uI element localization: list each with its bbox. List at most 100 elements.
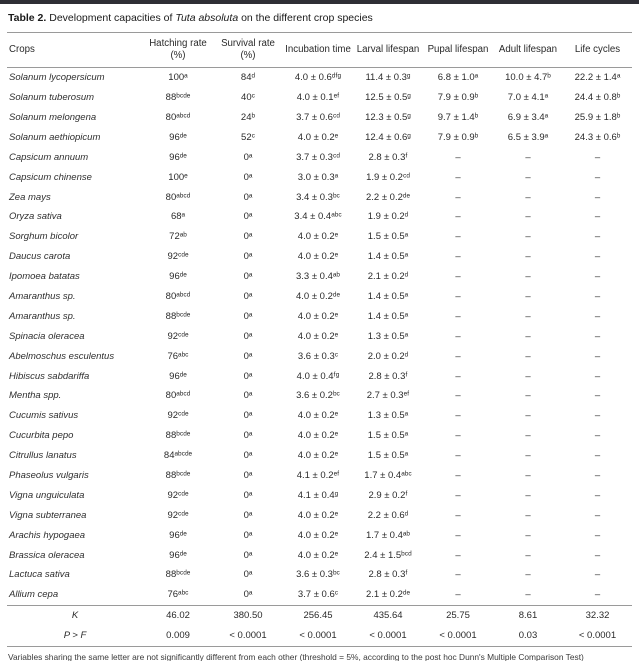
- data-cell: 84ᵃᵇᶜᵈᵉ: [163, 450, 193, 462]
- stat-value-cell: 25.75: [423, 605, 493, 627]
- data-cell: 40ᶜ: [241, 92, 255, 104]
- data-cell: 1.5 ± 0.5ᵃ: [367, 430, 409, 442]
- stat-value-cell: 435.64: [353, 605, 423, 627]
- stat-value-cell: < 0.0001: [423, 626, 493, 648]
- data-cell: –: [525, 450, 531, 462]
- table-stats: K 46.02 380.50 256.45 435.64 25.75 8.61 32.32 P …: [7, 605, 632, 648]
- data-cell: 4.0 ± 0.1ᵉᶠ: [296, 92, 340, 104]
- data-cell: 80ᵃᵇᶜᵈ: [165, 390, 191, 402]
- data-cell: –: [455, 211, 461, 223]
- table-row: Phaseolus vulgaris 88ᵇᶜᵈᵉ 0ᵃ 4.1 ± 0.2ᵉᶠ 1.7…: [7, 466, 632, 486]
- table-row: Solanum melongena 80ᵃᵇᶜᵈ 24ᵇ 3.7 ± 0.6ᶜᵈ 12.…: [7, 108, 632, 128]
- data-cell: 100ᵃ: [168, 72, 188, 84]
- data-cell: 0ᵃ: [243, 191, 253, 203]
- data-cell: 92ᶜᵈᵉ: [167, 251, 189, 263]
- caption-text-before: Development capacities of: [46, 12, 176, 24]
- crop-name-cell: Abelmoschus esculentus: [9, 350, 115, 362]
- data-cell: –: [455, 549, 461, 561]
- data-cell: 1.7 ± 0.4ᵃᵇ: [365, 529, 411, 541]
- data-cell: 0ᵃ: [243, 231, 253, 243]
- table-row: Solanum lycopersicum 100ᵃ 84ᵈ 4.0 ± 0.6ᵈᶠᵍ 1…: [7, 68, 632, 88]
- crop-name-cell: Zea mays: [9, 191, 51, 203]
- data-cell: 3.7 ± 0.3ᶜᵈ: [296, 151, 340, 163]
- data-cell: 80ᵃᵇᶜᵈ: [165, 191, 191, 203]
- table-row: Allium cepa 76ᵃᵇᶜ 0ᵃ 3.7 ± 0.6ᶜ 2.1 ± 0.2ᵈᵉ –…: [7, 585, 632, 605]
- data-cell: 0ᵃ: [243, 589, 253, 601]
- data-cell: 1.3 ± 0.5ᵃ: [367, 330, 409, 342]
- stat-value-cell: < 0.0001: [563, 626, 632, 648]
- data-cell: 4.0 ± 0.2ᵉ: [297, 549, 339, 561]
- data-cell: 88ᵇᶜᵈᵉ: [165, 569, 191, 581]
- crop-name-cell: Brassica oleracea: [9, 549, 85, 561]
- data-cell: 4.0 ± 0.2ᵉ: [297, 310, 339, 322]
- stats-row: K 46.02 380.50 256.45 435.64 25.75 8.61 32.32: [7, 605, 632, 627]
- data-cell: 4.0 ± 0.2ᵉ: [297, 231, 339, 243]
- data-cell: 96ᵈᵉ: [169, 529, 187, 541]
- data-cell: 3.6 ± 0.3ᵇᶜ: [296, 569, 340, 581]
- data-cell: 68ᵃ: [170, 211, 186, 223]
- data-cell: 12.5 ± 0.5ᵍ: [365, 92, 411, 104]
- data-cell: 0ᵃ: [243, 450, 253, 462]
- data-cell: 76ᵃᵇᶜ: [167, 589, 189, 601]
- data-cell: 3.3 ± 0.4ᵃᵇ: [295, 271, 341, 283]
- table-row: Hibiscus sabdariffa 96ᵈᵉ 0ᵃ 4.0 ± 0.4ᶠᵍ 2.8 …: [7, 366, 632, 386]
- data-cell: –: [525, 171, 531, 183]
- table-row: Lactuca sativa 88ᵇᶜᵈᵉ 0ᵃ 3.6 ± 0.3ᵇᶜ 2.8 ± 0…: [7, 565, 632, 585]
- data-cell: 4.0 ± 0.4ᶠᵍ: [296, 370, 340, 382]
- data-cell: –: [455, 589, 461, 601]
- stat-value-cell: < 0.0001: [213, 626, 283, 648]
- data-cell: 3.4 ± 0.3ᵇᶜ: [296, 191, 340, 203]
- data-cell: –: [455, 410, 461, 422]
- data-cell: –: [594, 191, 601, 203]
- data-cell: 2.0 ± 0.2ᵈ: [367, 350, 409, 362]
- data-cell: –: [455, 569, 461, 581]
- data-cell: –: [594, 390, 601, 402]
- data-cell: –: [455, 390, 461, 402]
- data-cell: 2.7 ± 0.3ᵉᶠ: [366, 390, 410, 402]
- data-cell: –: [525, 549, 531, 561]
- data-cell: –: [594, 370, 601, 382]
- data-cell: –: [525, 489, 531, 501]
- column-header: Pupal lifespan: [423, 32, 493, 68]
- crop-name-cell: Lactuca sativa: [9, 569, 70, 581]
- data-cell: –: [525, 589, 531, 601]
- data-cell: 0ᵃ: [243, 151, 253, 163]
- table-footnote: Variables sharing the same letter are no…: [8, 652, 584, 661]
- data-cell: 0ᵃ: [243, 330, 253, 342]
- data-cell: –: [594, 589, 601, 601]
- data-cell: 92ᶜᵈᵉ: [167, 330, 189, 342]
- data-cell: 0ᵃ: [243, 549, 253, 561]
- data-cell: –: [455, 171, 461, 183]
- table-row: Sorghum bicolor 72ᵃᵇ 0ᵃ 4.0 ± 0.2ᵉ 1.5 ± 0.5…: [7, 227, 632, 247]
- data-cell: –: [594, 251, 601, 263]
- table-row: Amaranthus sp. 88ᵇᶜᵈᵉ 0ᵃ 4.0 ± 0.2ᵉ 1.4 ± 0.…: [7, 307, 632, 327]
- table-row: Mentha spp. 80ᵃᵇᶜᵈ 0ᵃ 3.6 ± 0.2ᵇᶜ 2.7 ± 0.3ᵉ…: [7, 386, 632, 406]
- data-cell: 88ᵇᶜᵈᵉ: [165, 430, 191, 442]
- data-cell: 0ᵃ: [243, 470, 253, 481]
- data-cell: –: [594, 569, 601, 581]
- stat-value-cell: < 0.0001: [283, 626, 353, 648]
- data-cell: 3.6 ± 0.2ᵇᶜ: [296, 390, 340, 402]
- stat-value-cell: 32.32: [563, 605, 632, 627]
- data-cell: –: [525, 330, 531, 342]
- data-cell: 4.0 ± 0.2ᵉ: [297, 330, 339, 342]
- data-cell: 1.3 ± 0.5ᵃ: [367, 410, 409, 422]
- data-cell: 76ᵃᵇᶜ: [167, 350, 189, 362]
- stat-value-cell: 0.009: [143, 626, 213, 648]
- data-cell: 4.0 ± 0.2ᵈᵉ: [295, 290, 341, 302]
- crop-name-cell: Amaranthus sp.: [9, 310, 76, 322]
- table-row: Abelmoschus esculentus 76ᵃᵇᶜ 0ᵃ 3.6 ± 0.3ᶜ 2…: [7, 346, 632, 366]
- data-cell: 4.0 ± 0.2ᵉ: [297, 251, 339, 263]
- stat-value-cell: 256.45: [283, 605, 353, 627]
- data-cell: 1.9 ± 0.2ᵈ: [367, 211, 409, 223]
- data-cell: –: [525, 430, 531, 442]
- data-cell: –: [455, 529, 461, 541]
- table-row: Zea mays 80ᵃᵇᶜᵈ 0ᵃ 3.4 ± 0.3ᵇᶜ 2.2 ± 0.2ᵈᵉ – –…: [7, 187, 632, 207]
- data-cell: –: [525, 290, 531, 302]
- table-row: Vigna unguiculata 92ᶜᵈᵉ 0ᵃ 4.1 ± 0.4ᵍ 2.9 ± …: [7, 486, 632, 506]
- data-cell: 4.0 ± 0.2ᵉ: [297, 509, 339, 521]
- header-row: Crops Hatching rate (%) Survival rate (%) I…: [7, 32, 632, 68]
- data-cell: –: [525, 470, 531, 481]
- data-cell: 52ᶜ: [241, 131, 255, 143]
- data-cell: 0ᵃ: [243, 211, 253, 223]
